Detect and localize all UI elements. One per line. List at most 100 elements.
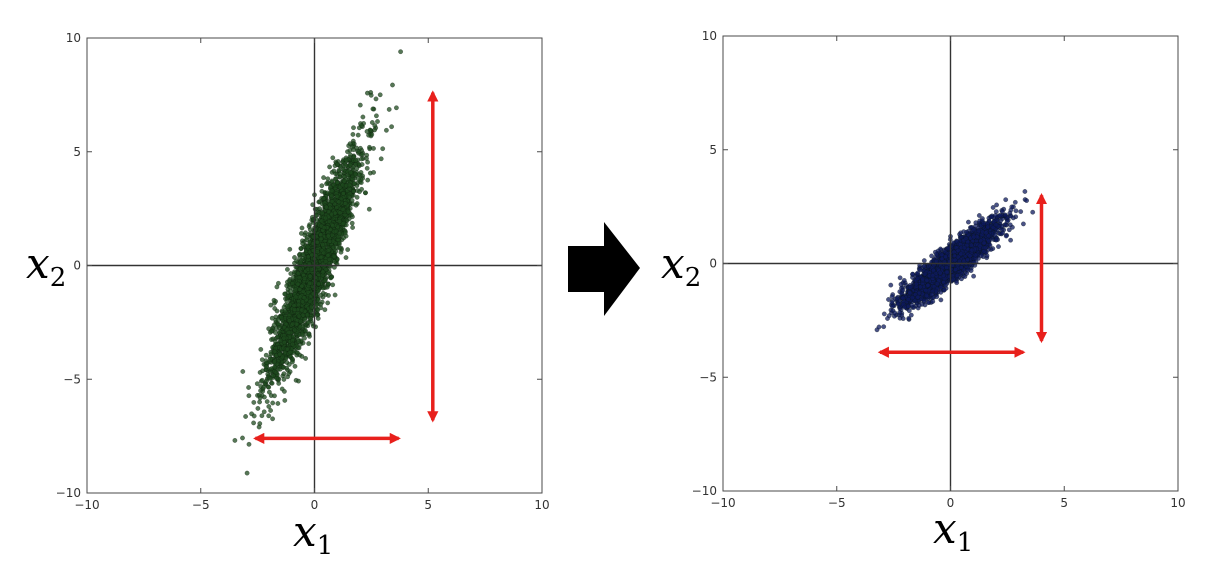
scatter-point bbox=[303, 328, 308, 334]
scatter-point bbox=[881, 311, 887, 317]
scatter-point bbox=[336, 199, 342, 205]
scatter-point bbox=[309, 267, 315, 272]
scatter-point bbox=[318, 292, 324, 298]
scatter-point bbox=[323, 215, 328, 221]
scatter-point bbox=[323, 258, 329, 264]
y-axis-label: x2 bbox=[26, 239, 66, 293]
scatter-point bbox=[329, 193, 335, 199]
scatter-point bbox=[280, 364, 286, 370]
scatter-point bbox=[263, 352, 269, 358]
scatter-point bbox=[350, 131, 356, 137]
scatter-point bbox=[337, 171, 343, 177]
scatter-point bbox=[315, 315, 321, 321]
scatter-point bbox=[301, 295, 307, 301]
scatter-point bbox=[341, 235, 347, 241]
scatter-point bbox=[343, 157, 349, 163]
scatter-point bbox=[261, 394, 267, 400]
scatter-point bbox=[322, 307, 328, 313]
scatter-point bbox=[369, 120, 375, 125]
scatter-point bbox=[318, 254, 324, 260]
scatter-point bbox=[346, 182, 352, 188]
scatter-point bbox=[286, 329, 292, 335]
scatter-point bbox=[393, 105, 399, 111]
scatter-point bbox=[334, 205, 340, 210]
scatter-point bbox=[292, 327, 298, 333]
scatter-point bbox=[331, 168, 337, 174]
scatter-point bbox=[343, 255, 349, 261]
scatter-point bbox=[269, 315, 275, 321]
x-axis-var: x bbox=[293, 507, 317, 556]
scatter-point bbox=[299, 353, 305, 359]
scatter-point bbox=[299, 225, 305, 231]
scatter-point bbox=[296, 338, 301, 344]
scatter-point bbox=[325, 248, 331, 254]
x-axis-label: x1 bbox=[293, 507, 333, 561]
scatter-point bbox=[297, 294, 303, 300]
scatter-point bbox=[320, 269, 326, 275]
scatter-point bbox=[251, 399, 257, 405]
scatter-point bbox=[285, 303, 290, 309]
scatter-point bbox=[338, 249, 344, 255]
scatter-point bbox=[263, 364, 269, 370]
scatter-point bbox=[355, 176, 361, 182]
scatter-point bbox=[271, 297, 277, 303]
scatter-point bbox=[350, 225, 355, 230]
scatter-point bbox=[299, 331, 305, 337]
scatter-point bbox=[294, 258, 299, 264]
scatter-point bbox=[287, 284, 292, 290]
x-tick-label: −10 bbox=[74, 498, 99, 512]
scatter-point bbox=[326, 292, 331, 298]
scatter-point bbox=[318, 232, 324, 238]
scatter-point bbox=[332, 292, 338, 298]
scatter-point bbox=[359, 152, 365, 157]
scatter-point bbox=[264, 399, 270, 404]
scatter-point bbox=[390, 82, 395, 88]
scatter-point bbox=[300, 252, 306, 258]
scatter-point bbox=[886, 297, 891, 302]
scatter-point bbox=[282, 308, 288, 314]
scatter-point bbox=[1008, 237, 1013, 243]
scatter-point bbox=[377, 92, 383, 98]
scatter-point bbox=[378, 156, 384, 162]
scatter-point bbox=[383, 127, 389, 133]
scatter-point bbox=[345, 209, 351, 215]
scatter-point bbox=[326, 209, 331, 215]
scatter-point bbox=[314, 249, 320, 255]
scatter-point bbox=[282, 397, 288, 403]
scatter-point bbox=[318, 236, 324, 242]
scatter-point bbox=[267, 376, 273, 381]
scatter-point bbox=[1030, 209, 1036, 215]
scatter-point bbox=[297, 287, 303, 292]
scatter-point bbox=[327, 238, 333, 244]
scatter-point bbox=[290, 274, 296, 280]
scatter-point bbox=[306, 332, 312, 337]
scatter-point bbox=[292, 363, 298, 369]
scatter-point bbox=[329, 199, 335, 205]
scatter-point bbox=[298, 318, 304, 324]
scatter-point bbox=[298, 245, 304, 251]
scatter-point bbox=[232, 437, 238, 443]
scatter-point bbox=[282, 291, 288, 297]
scatter-point bbox=[359, 186, 364, 192]
scatter-point bbox=[353, 161, 358, 167]
scatter-point bbox=[324, 181, 329, 187]
scatter-point bbox=[340, 206, 346, 212]
scatter-point bbox=[266, 384, 272, 390]
scatter-point bbox=[287, 349, 293, 355]
scatter-point bbox=[290, 321, 296, 327]
scatter-point bbox=[272, 349, 278, 354]
scatter-point bbox=[292, 307, 298, 312]
scatter-point bbox=[306, 341, 312, 346]
scatter-point bbox=[380, 146, 386, 152]
scatter-point bbox=[246, 385, 252, 390]
scatter-point bbox=[334, 245, 340, 250]
scatter-point bbox=[319, 218, 325, 224]
scatter-point bbox=[334, 193, 340, 199]
scatter-point bbox=[322, 278, 328, 283]
scatter-point bbox=[290, 341, 295, 347]
scatter-point bbox=[269, 380, 275, 386]
scatter-point bbox=[240, 435, 245, 441]
scatter-point bbox=[286, 371, 292, 377]
scatter-point bbox=[347, 162, 353, 168]
